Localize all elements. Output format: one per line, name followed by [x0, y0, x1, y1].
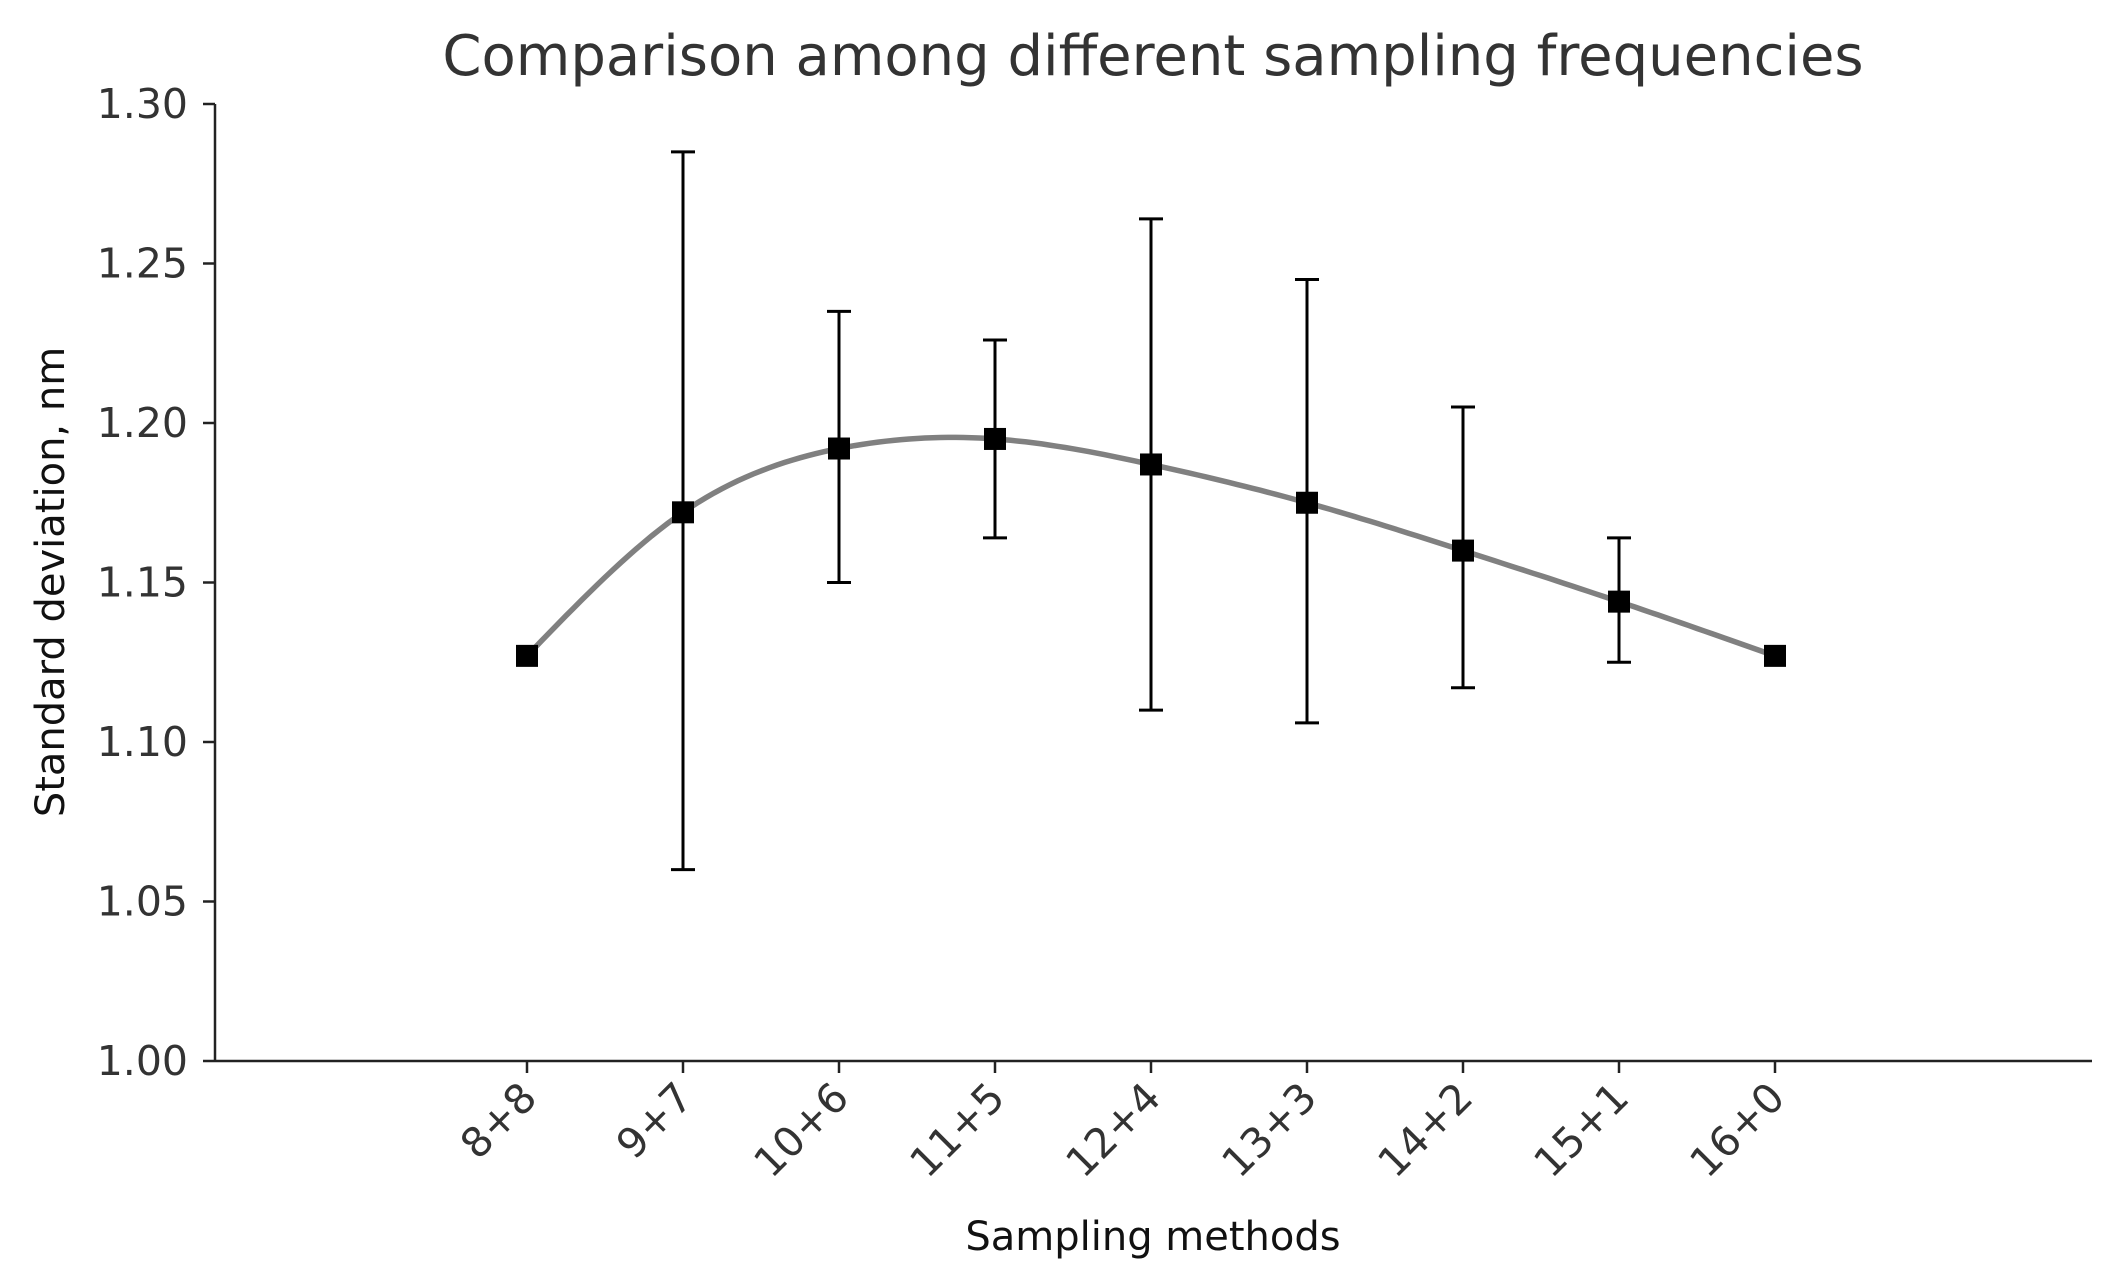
x-tick-label: 12+4 — [1056, 1073, 1170, 1187]
y-tick-label: 1.20 — [97, 399, 188, 447]
error-bars — [671, 150, 1631, 872]
data-point-marker — [1452, 539, 1474, 562]
x-tick-label: 9+7 — [607, 1073, 702, 1168]
data-point-marker — [984, 427, 1006, 450]
x-ticks: 8+8 9+7 10+6 11+5 12+4 13+3 14+2 15+1 16+0 — [451, 1061, 1794, 1187]
data-point-marker — [1764, 644, 1786, 667]
chart-title: Comparison among different sampling freq… — [442, 24, 1863, 89]
data-point-marker — [516, 644, 538, 667]
data-point-marker — [1140, 453, 1162, 476]
x-tick-label: 10+6 — [744, 1073, 858, 1187]
y-tick-label: 1.25 — [97, 240, 188, 288]
x-tick-label: 13+3 — [1212, 1073, 1326, 1187]
data-point-marker — [1608, 590, 1630, 613]
data-point-marker — [1296, 491, 1318, 514]
x-tick-label: 11+5 — [900, 1073, 1014, 1187]
y-tick-label: 1.05 — [97, 878, 188, 926]
y-axis-label: Standard deviation, nm — [28, 347, 74, 817]
data-point-marker — [828, 437, 850, 460]
axes — [213, 104, 2092, 1063]
y-tick-label: 1.10 — [97, 718, 188, 766]
x-tick-label: 8+8 — [451, 1073, 546, 1168]
y-ticks: 1.00 1.05 1.10 1.15 1.20 1.25 1.30 — [97, 80, 215, 1085]
data-point-marker — [672, 501, 694, 524]
x-tick-label: 16+0 — [1680, 1073, 1794, 1187]
data-markers — [516, 427, 1786, 667]
x-tick-label: 15+1 — [1524, 1073, 1638, 1187]
x-axis-label: Sampling methods — [965, 1214, 1340, 1260]
x-tick-label: 14+2 — [1368, 1073, 1482, 1187]
y-tick-label: 1.00 — [97, 1037, 188, 1085]
y-tick-label: 1.15 — [97, 559, 188, 607]
y-tick-label: 1.30 — [97, 80, 188, 128]
